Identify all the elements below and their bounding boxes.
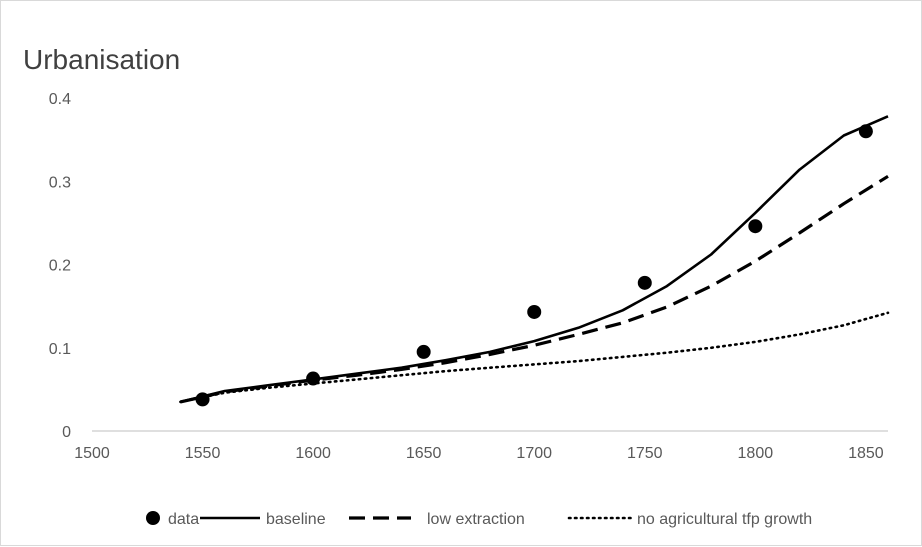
- y-tick-label: 0: [62, 424, 71, 441]
- y-tick-label: 0.1: [49, 341, 71, 358]
- series-line-baseline: [180, 115, 889, 404]
- series-line-low-extraction: [180, 174, 889, 404]
- legend-label: data: [168, 511, 199, 528]
- y-tick-label: 0.3: [49, 174, 71, 191]
- legend-marker-data: [146, 511, 160, 525]
- data-point-marker: [748, 219, 763, 234]
- x-tick-label: 1500: [74, 445, 110, 462]
- y-tick-label: 0.4: [49, 91, 71, 108]
- chart-title: Urbanisation: [23, 44, 180, 75]
- legend-label: baseline: [266, 511, 326, 528]
- data-point-marker: [416, 344, 431, 359]
- x-tick-label: 1700: [516, 445, 552, 462]
- legend-label: no agricultural tfp growth: [637, 511, 812, 528]
- data-point-marker: [637, 275, 652, 290]
- x-tick-label: 1750: [627, 445, 663, 462]
- series-line-no-agricultural-tfp-growth: [179, 311, 890, 404]
- x-tick-label: 1800: [738, 445, 774, 462]
- y-tick-label: 0.2: [49, 258, 71, 275]
- legend-label: low extraction: [427, 511, 525, 528]
- x-tick-label: 1600: [295, 445, 331, 462]
- x-tick-label: 1850: [848, 445, 884, 462]
- x-tick-label: 1550: [185, 445, 221, 462]
- data-point-marker: [527, 304, 542, 319]
- x-tick-label: 1650: [406, 445, 442, 462]
